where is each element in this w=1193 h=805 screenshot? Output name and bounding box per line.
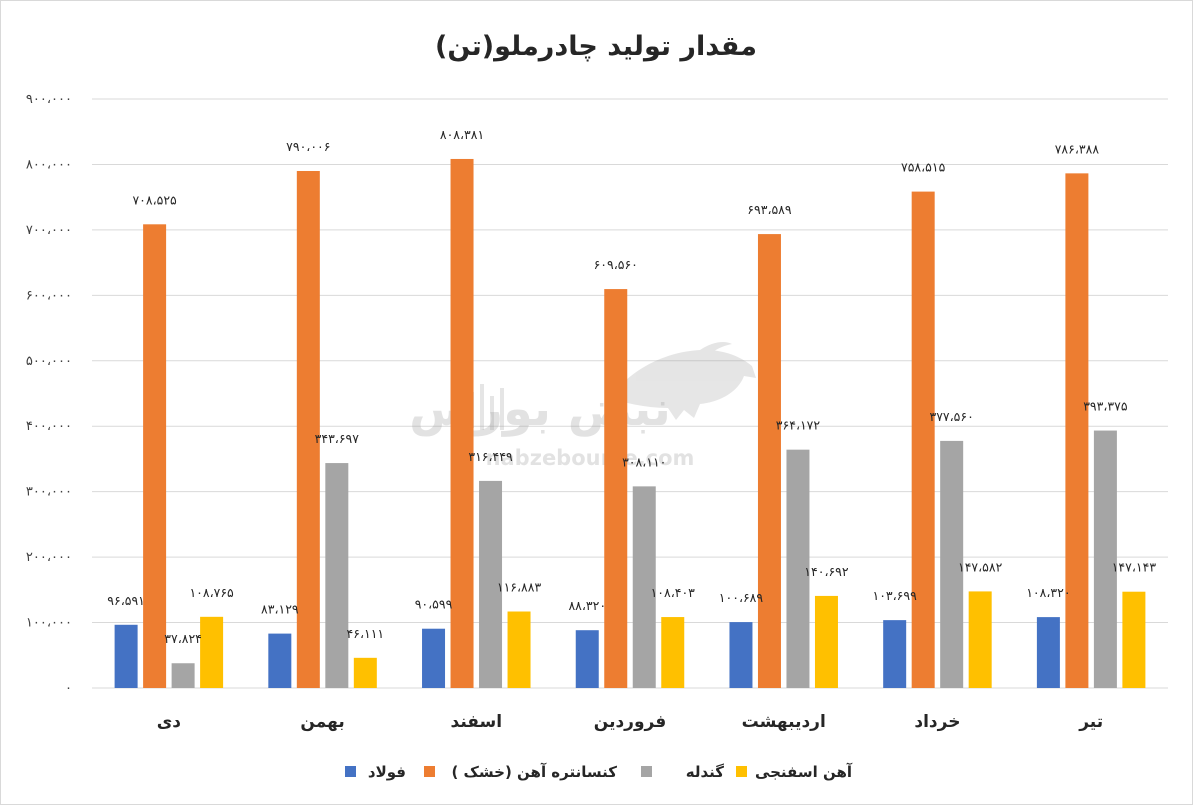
x-axis-category-labels: دی بهمن اسفند فروردین اردیبهشت خرداد تیر — [157, 712, 1103, 732]
data-label: ۸۳،۱۲۹ — [261, 602, 299, 617]
bar — [353, 657, 377, 688]
legend-label: آهن اسفنجی — [755, 763, 853, 781]
x-category-label: دی — [157, 712, 182, 732]
legend-swatch — [641, 766, 652, 777]
data-label: ۱۰۸،۴۰۳ — [651, 585, 696, 600]
bar — [814, 595, 838, 688]
data-label: ۴۶،۱۱۱ — [347, 626, 385, 641]
bar — [200, 616, 224, 688]
bar — [1093, 430, 1117, 688]
bar — [968, 591, 992, 688]
y-tick-label: ۴۰۰،۰۰۰ — [26, 419, 72, 434]
bar — [786, 449, 810, 688]
bar — [632, 486, 656, 688]
y-tick-label: ۰ — [65, 681, 72, 696]
bar — [604, 289, 628, 688]
legend-label: گندله — [686, 763, 725, 781]
data-label: ۳۶۴،۱۷۲ — [776, 418, 821, 433]
data-label: ۷۹۰،۰۰۶ — [286, 139, 330, 154]
bar — [757, 234, 781, 688]
bar — [479, 480, 503, 688]
watermark-logo-text: نبض بورس — [409, 381, 671, 437]
bar — [911, 191, 935, 689]
data-label: ۶۰۹،۵۶۰ — [594, 257, 638, 272]
bar — [729, 622, 753, 688]
data-label: ۱۰۳،۶۹۹ — [873, 588, 918, 603]
chart-title: مقدار تولید چادرملو(تن) — [435, 31, 757, 62]
y-axis-tick-labels: ۰ ۱۰۰،۰۰۰ ۲۰۰،۰۰۰ ۳۰۰،۰۰۰ ۴۰۰،۰۰۰ ۵۰۰،۰۰۰ ۶۰۰،… — [26, 92, 72, 696]
data-label: ۱۰۸،۷۶۵ — [189, 585, 234, 600]
data-label: ۳۱۶،۴۴۹ — [468, 449, 513, 464]
bar — [422, 628, 446, 688]
data-label: ۱۴۷،۵۸۲ — [958, 559, 1003, 574]
data-label: ۹۶،۵۹۱ — [107, 593, 145, 608]
bar — [296, 170, 320, 688]
data-label: ۱۴۰،۶۹۲ — [804, 564, 849, 579]
bar — [1065, 173, 1089, 689]
bar — [1122, 591, 1146, 688]
x-category-label: فروردین — [594, 712, 666, 732]
data-label: ۶۹۳،۵۸۹ — [747, 202, 792, 217]
data-label: ۱۴۷،۱۴۳ — [1112, 560, 1157, 575]
x-category-label: بهمن — [300, 712, 344, 732]
data-label: ۹۰،۵۹۹ — [415, 597, 453, 612]
data-label: ۳۹۳،۳۷۵ — [1083, 399, 1128, 414]
data-label: ۷۰۸،۵۲۵ — [132, 192, 177, 207]
data-label: ۳۷،۸۲۴ — [164, 631, 202, 646]
bar — [1036, 617, 1060, 688]
y-tick-label: ۳۰۰،۰۰۰ — [26, 485, 72, 500]
watermark-url: nabzebourse.com — [486, 446, 695, 470]
legend-label: فولاد — [368, 763, 406, 781]
x-category-label: اسفند — [451, 712, 503, 732]
bar — [268, 633, 292, 688]
bar — [325, 463, 349, 688]
bar — [450, 158, 474, 689]
data-label: ۸۸،۳۲۰ — [568, 598, 606, 613]
x-category-label: تیر — [1078, 712, 1103, 732]
y-tick-label: ۷۰۰،۰۰۰ — [26, 223, 72, 238]
y-tick-label: ۶۰۰،۰۰۰ — [26, 288, 72, 303]
bar — [575, 630, 599, 688]
legend-label: کنسانتره آهن (خشک ) — [451, 763, 617, 781]
data-label: ۳۰۸،۱۱۰ — [622, 454, 666, 469]
data-labels: ۹۶،۵۹۱ ۷۰۸،۵۲۵ ۳۷،۸۲۴ ۱۰۸،۷۶۵ ۸۳،۱۲۹ ۷۹۰،۰۰۶ ۳… — [107, 127, 1156, 646]
data-label: ۷۸۶،۳۸۸ — [1055, 141, 1100, 156]
bar — [171, 663, 195, 688]
data-label: ۷۵۸،۵۱۵ — [901, 160, 946, 175]
data-label: ۳۴۳،۶۹۷ — [315, 431, 360, 446]
data-label: ۳۷۷،۵۶۰ — [930, 409, 974, 424]
bar — [143, 224, 167, 688]
data-label: ۸۰۸،۳۸۱ — [440, 127, 484, 142]
bar — [940, 440, 964, 688]
bar — [661, 617, 685, 688]
y-tick-label: ۲۰۰،۰۰۰ — [26, 550, 72, 565]
y-tick-label: ۱۰۰،۰۰۰ — [26, 616, 72, 631]
data-label: ۱۰۸،۳۲۰ — [1026, 585, 1070, 600]
bar — [883, 620, 907, 688]
bar — [114, 624, 138, 688]
legend-swatch — [736, 766, 747, 777]
x-category-label: خرداد — [914, 712, 960, 732]
data-label: ۱۱۶،۸۸۳ — [497, 580, 542, 595]
legend-swatch — [424, 766, 435, 777]
legend: فولاد کنسانتره آهن (خشک ) گندله آهن اسفنجی — [345, 763, 853, 781]
legend-swatch — [345, 766, 356, 777]
x-category-label: اردیبهشت — [742, 712, 826, 732]
bars — [114, 158, 1146, 689]
y-tick-label: ۸۰۰،۰۰۰ — [26, 157, 72, 172]
bar — [507, 611, 531, 688]
y-tick-label: ۹۰۰،۰۰۰ — [26, 92, 72, 107]
y-tick-label: ۵۰۰،۰۰۰ — [26, 354, 72, 369]
data-label: ۱۰۰،۶۸۹ — [719, 590, 764, 605]
